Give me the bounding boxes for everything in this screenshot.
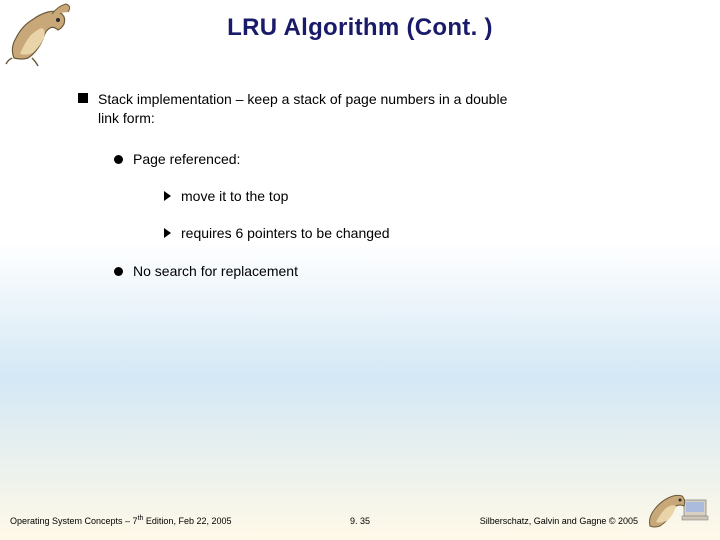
bullet-level2: Page referenced:: [114, 150, 680, 169]
footer-left: Operating System Concepts – 7th Edition,…: [10, 515, 231, 526]
footer-page-number: 9. 35: [350, 516, 370, 526]
slide-title: LRU Algorithm (Cont. ): [0, 0, 720, 42]
footer-text: Operating System Concepts – 7: [10, 516, 138, 526]
bullet-level3: requires 6 pointers to be changed: [164, 224, 680, 243]
bullet-text: requires 6 pointers to be changed: [181, 225, 390, 241]
slide-content: Stack implementation – keep a stack of p…: [78, 90, 680, 285]
bullet-text: Page referenced:: [133, 151, 240, 167]
dinosaur-logo-bottom: [644, 482, 712, 532]
triangle-bullet-icon: [164, 228, 171, 238]
bullet-level2: No search for replacement: [114, 262, 680, 281]
bullet-text: move it to the top: [181, 188, 288, 204]
footer-copyright: Silberschatz, Galvin and Gagne © 2005: [480, 516, 638, 526]
circle-bullet-icon: [114, 267, 123, 276]
bullet-level1: Stack implementation – keep a stack of p…: [78, 90, 680, 128]
bullet-text: Stack implementation – keep a stack of p…: [98, 91, 507, 107]
square-bullet-icon: [78, 93, 88, 103]
dinosaur-logo-top: [2, 0, 84, 68]
triangle-bullet-icon: [164, 191, 171, 201]
bullet-text: No search for replacement: [133, 263, 298, 279]
circle-bullet-icon: [114, 155, 123, 164]
footer-text: Edition, Feb 22, 2005: [143, 516, 231, 526]
bullet-level3: move it to the top: [164, 187, 680, 206]
bullet-text-continuation: link form:: [98, 109, 680, 128]
